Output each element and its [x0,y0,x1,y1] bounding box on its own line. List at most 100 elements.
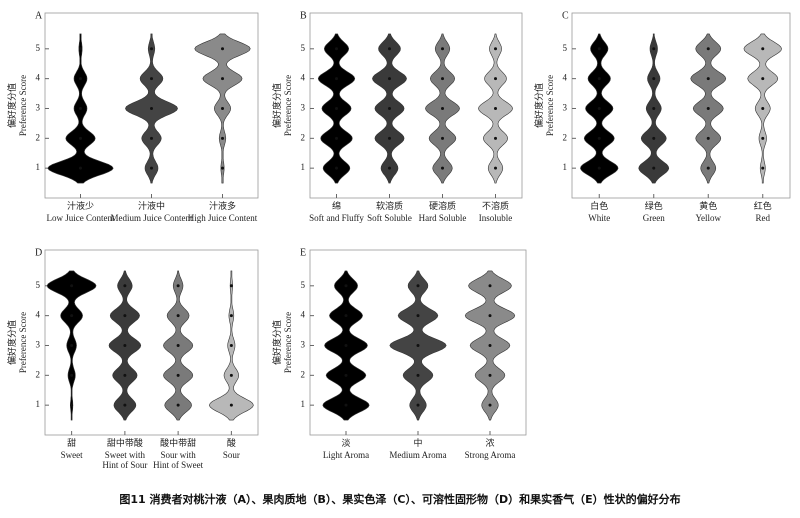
score-dot [441,166,444,170]
x-tick-label-en: Medium Juice Content [111,213,193,223]
y-tick-label: 3 [36,103,41,113]
axes-box [309,12,523,199]
x-tick-label-zh: 白色 [590,200,608,211]
y-tick-label: 4 [36,73,41,83]
x-tick-label-zh: 绿色 [645,200,663,211]
score-dot [416,403,420,407]
score-dot [123,373,127,377]
score-dot [335,47,338,51]
panel-letter: A [35,10,43,21]
x-tick-label-zh: 浓 [485,438,494,448]
x-tick-label-en: Light Aroma [323,450,369,460]
x-tick-label-en: Strong Aroma [465,450,516,460]
score-dot [488,373,492,377]
score-dot [70,343,74,347]
score-dot [150,77,153,81]
score-dot [70,403,74,407]
score-dot [652,106,656,110]
x-tick-label-en: White [588,213,610,223]
y-tick-label: 3 [36,340,41,350]
x-tick-label-en: Insoluble [479,213,513,223]
score-dot [221,166,224,170]
x-tick-label-zh: 硬溶质 [429,200,456,211]
panel-letter: C [562,10,569,21]
score-dot [229,284,233,288]
x-tick-label-zh: 不溶质 [482,200,509,211]
x-tick-label-en: Medium Aroma [389,450,446,460]
score-dot [344,343,348,347]
score-dot [416,373,420,377]
score-dot [335,166,338,170]
score-dot [176,284,180,288]
y-tick-label: 3 [301,103,306,113]
score-dot [761,136,765,140]
score-dot [123,343,127,347]
axes-box [571,12,791,199]
y-tick-label: 5 [301,280,306,290]
score-dot [388,106,391,110]
x-tick-label-zh: 汁液多 [209,200,236,211]
x-tick-label-zh: 甜 [67,437,76,448]
y-tick-label: 2 [36,132,41,142]
score-dot [79,136,82,140]
score-dot [388,77,391,81]
score-dot [597,77,601,81]
x-tick-label-zh: 汁液中 [138,200,165,211]
score-dot [441,106,444,110]
score-dot [488,284,492,288]
x-tick-label-zh: 甜中带酸 [107,437,143,448]
score-dot [229,343,233,347]
score-dot [344,373,348,377]
score-dot [150,166,153,170]
score-dot [494,166,497,170]
score-dot [79,166,82,170]
x-tick-label-en: Red [756,213,771,223]
score-dot [597,136,601,140]
score-dot [344,403,348,407]
score-dot [123,403,127,407]
score-dot [706,47,710,51]
x-tick-label-en: Soft Soluble [367,213,412,223]
score-dot [706,106,710,110]
score-dot [494,106,497,110]
y-axis-label-zh: 偏好度分值 [271,83,282,128]
y-axis-label-zh: 偏好度分值 [533,83,544,128]
y-axis-label: Preference Score [18,312,28,373]
x-tick-label-en: Sweet [61,450,83,460]
score-dot [221,136,224,140]
score-dot [123,314,127,318]
score-dot [123,284,127,288]
y-tick-label: 5 [36,43,41,53]
score-dot [388,166,391,170]
x-tick-label-zh: 绵 [332,200,341,211]
y-tick-label: 5 [36,280,41,290]
score-dot [70,314,74,318]
score-dot [221,106,224,110]
y-tick-label: 4 [301,310,306,320]
score-dot [344,314,348,318]
score-dot [441,77,444,81]
score-dot [597,166,601,170]
y-tick-label: 2 [36,369,41,379]
score-dot [388,136,391,140]
score-dot [416,314,420,318]
x-tick-label-en: Sour with Hint of Sweet [153,450,203,470]
score-dot [150,47,153,51]
y-axis-label: Preference Score [283,75,293,136]
score-dot [597,47,601,51]
y-tick-label: 2 [563,132,568,142]
score-dot [335,106,338,110]
score-dot [761,166,765,170]
panel-letter: D [35,247,42,258]
score-dot [488,343,492,347]
score-dot [176,314,180,318]
score-dot [706,166,710,170]
score-dot [706,136,710,140]
x-tick-label-en: Low Juice Content [47,213,115,223]
x-tick-label-zh: 黄色 [699,200,717,211]
y-tick-label: 1 [36,399,41,409]
x-tick-label-zh: 汁液少 [67,200,94,211]
score-dot [70,373,74,377]
y-tick-label: 5 [301,43,306,53]
y-axis-label-zh: 偏好度分值 [271,320,282,365]
